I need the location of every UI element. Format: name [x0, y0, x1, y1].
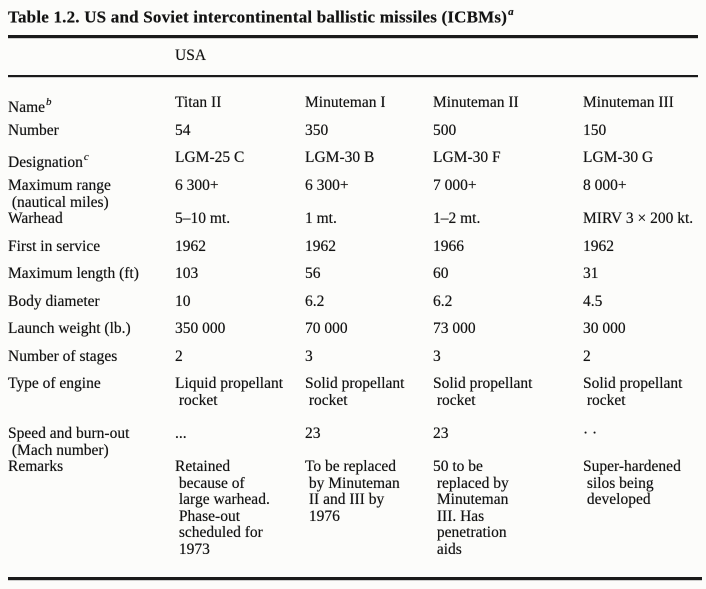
- table-row: Warhead 5–10 mt. 1 mt. 1–2 mt. MIRV 3 × 200 …: [8, 210, 706, 239]
- row-label: Maximum range (nautical miles): [8, 177, 111, 211]
- row-label: Nameb: [8, 96, 52, 117]
- middle-horizontal-rule: [8, 75, 698, 77]
- table-cell: 1 mt.: [305, 210, 337, 227]
- table-cell: Solid propellant rocket: [583, 375, 683, 409]
- row-label: Launch weight (lb.): [8, 320, 131, 337]
- row-label: Number of stages: [8, 348, 118, 365]
- row-label: Remarks: [8, 458, 64, 475]
- table-cell: Retained because of large warhead. Phase…: [175, 458, 270, 558]
- table-cell: 1962: [305, 238, 336, 255]
- table-cell: 3: [305, 348, 313, 365]
- table-cell: 1962: [583, 238, 614, 255]
- table-cell: Super-hardened silos being developed: [583, 458, 681, 508]
- table-cell: 70 000: [305, 320, 348, 337]
- row-footnote-marker: c: [83, 151, 89, 163]
- table-row: Body diameter 10 6.2 6.2 4.5: [8, 293, 706, 321]
- table-cell: MIRV 3 × 200 kt.: [583, 210, 694, 227]
- table-cell: LGM-30 F: [433, 149, 501, 166]
- table-cell: 50 to be replaced by Minuteman III. Has …: [433, 458, 509, 558]
- table-row: Remarks Retained because of large warhead…: [8, 458, 706, 558]
- icbm-table: Nameb Titan II Minuteman I Minuteman II Minu…: [8, 94, 706, 558]
- table-cell: 73 000: [433, 320, 476, 337]
- table-cell: 6 300+: [175, 177, 219, 194]
- table-title: Table 1.2. US and Soviet intercontinenta…: [8, 6, 514, 28]
- table-cell: ...: [175, 425, 187, 442]
- table-cell: 150: [583, 122, 607, 139]
- table-row: Maximum length (ft) 103 56 60 31: [8, 265, 706, 294]
- table-cell: 5–10 mt.: [175, 210, 231, 227]
- table-cell: Minuteman I: [305, 94, 386, 111]
- table-row: Number 54 350 500 150: [8, 122, 706, 150]
- table-row: Speed and burn-out (Mach number)... 23 23 ·…: [8, 425, 706, 459]
- table-cell: 103: [175, 265, 199, 282]
- table-row: Number of stages 2 3 3 2: [8, 348, 706, 376]
- table-cell: LGM-25 C: [175, 149, 245, 166]
- table-cell: 8 000+: [583, 177, 627, 194]
- table-cell: LGM-30 B: [305, 149, 375, 166]
- row-label: Speed and burn-out (Mach number): [8, 425, 130, 459]
- row-label: Warhead: [8, 210, 63, 227]
- table-cell: 6.2: [305, 293, 325, 310]
- table-cell: 56: [305, 265, 321, 282]
- table-cell: 3: [433, 348, 441, 365]
- row-label: Body diameter: [8, 293, 100, 310]
- table-cell: 6 300+: [305, 177, 349, 194]
- row-footnote-marker: b: [46, 96, 52, 108]
- table-cell: 10: [175, 293, 191, 310]
- table-row: First in service 1962 1962 1966 1962: [8, 238, 706, 266]
- title-footnote-marker: a: [508, 6, 514, 18]
- table-cell: 60: [433, 265, 449, 282]
- table-cell: LGM-30 G: [583, 149, 654, 166]
- row-label: Maximum length (ft): [8, 265, 139, 282]
- table-cell: 30 000: [583, 320, 626, 337]
- table-cell: 350: [305, 122, 329, 139]
- table-cell: 23: [305, 425, 321, 442]
- table-cell: 1962: [175, 238, 206, 255]
- table-cell: 6.2: [433, 293, 453, 310]
- table-cell: 350 000: [175, 320, 226, 337]
- table-cell: 1966: [433, 238, 464, 255]
- table-row: Designationc LGM-25 C LGM-30 B LGM-30 F LGM-…: [8, 149, 706, 178]
- table-row: Type of engine Liquid propellant rocket So…: [8, 375, 706, 426]
- table-cell: Titan II: [175, 94, 222, 111]
- table-cell: Solid propellant rocket: [305, 375, 405, 409]
- table-cell: 4.5: [583, 293, 603, 310]
- table-cell: Minuteman III: [583, 94, 674, 111]
- table-cell: Solid propellant rocket: [433, 375, 533, 409]
- table-cell: Liquid propellant rocket: [175, 375, 284, 409]
- row-label: First in service: [8, 238, 101, 255]
- row-label: Designationc: [8, 151, 89, 172]
- table-row: Launch weight (lb.) 350 000 70 000 73 000 30…: [8, 320, 706, 349]
- table-cell: To be replaced by Minuteman II and III b…: [305, 458, 400, 525]
- table-cell: Minuteman II: [433, 94, 519, 111]
- table-cell: 1–2 mt.: [433, 210, 481, 227]
- table-cell: 7 000+: [433, 177, 477, 194]
- table-cell: 23: [433, 425, 449, 442]
- table-cell: 31: [583, 265, 599, 282]
- table-cell: 500: [433, 122, 457, 139]
- table-row: Nameb Titan II Minuteman I Minuteman II Minu…: [8, 94, 706, 123]
- table-body: Nameb Titan II Minuteman I Minuteman II Minu…: [8, 94, 706, 558]
- table-cell: 54: [175, 122, 191, 139]
- top-horizontal-rule: [8, 35, 698, 38]
- table-cell: · ·: [583, 425, 598, 442]
- bottom-horizontal-rule: [8, 577, 702, 580]
- row-label: Number: [8, 122, 59, 139]
- column-group-header-usa: USA: [175, 47, 207, 64]
- row-label: Type of engine: [8, 375, 101, 392]
- table-cell: 2: [175, 348, 183, 365]
- table-cell: 2: [583, 348, 591, 365]
- table-row: Maximum range (nautical miles) 6 300+ 6 30…: [8, 177, 706, 211]
- table-title-text: Table 1.2. US and Soviet intercontinenta…: [8, 7, 508, 27]
